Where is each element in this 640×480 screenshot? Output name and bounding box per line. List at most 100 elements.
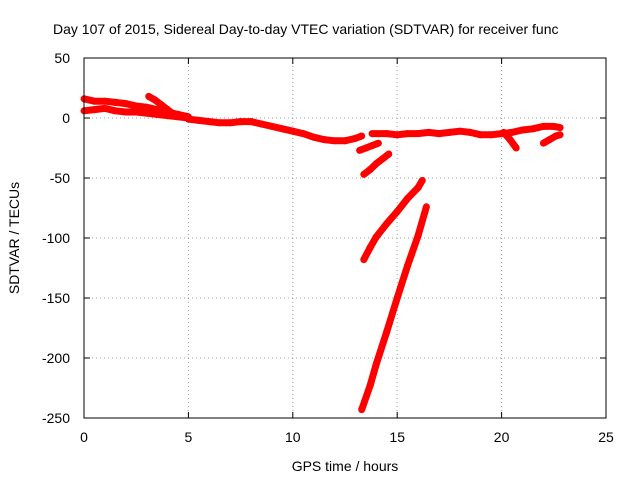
- data-point: [216, 119, 224, 127]
- x-tick-label: 0: [80, 429, 88, 445]
- data-point: [360, 256, 368, 264]
- data-point: [247, 118, 255, 126]
- y-tick-label: 0: [62, 110, 70, 126]
- data-point: [299, 130, 307, 138]
- data-point: [143, 109, 151, 117]
- x-tick-label: 20: [494, 429, 510, 445]
- data-point: [512, 144, 520, 152]
- data-point: [111, 98, 119, 106]
- data-point: [341, 137, 349, 145]
- series-segment: [358, 205, 430, 411]
- y-tick-label: -50: [50, 170, 70, 186]
- data-point: [310, 133, 318, 141]
- data-point: [143, 103, 151, 111]
- data-point: [546, 136, 554, 144]
- data-point: [331, 137, 339, 145]
- y-tick-label: -150: [42, 290, 70, 306]
- data-point: [90, 106, 98, 114]
- data-point: [289, 127, 297, 135]
- x-axis-label: GPS time / hours: [292, 458, 399, 474]
- data-point: [404, 262, 412, 270]
- data-point: [320, 136, 328, 144]
- data-point: [278, 125, 286, 133]
- data-point: [383, 328, 391, 336]
- data-point: [366, 382, 374, 390]
- data-point: [393, 131, 401, 139]
- data-point: [435, 130, 443, 138]
- data-point: [404, 130, 412, 138]
- data-point: [132, 102, 140, 110]
- data-point: [268, 122, 276, 130]
- x-tick-label: 10: [285, 429, 301, 445]
- data-point: [368, 142, 376, 150]
- data-point: [358, 406, 366, 414]
- data-point: [383, 220, 391, 228]
- data-point: [164, 106, 171, 114]
- data-point: [374, 139, 382, 147]
- data-point: [132, 108, 140, 116]
- data-point: [226, 119, 234, 127]
- data-point: [237, 118, 245, 126]
- data-point: [360, 170, 368, 178]
- data-point: [153, 110, 161, 118]
- data-point: [425, 128, 432, 136]
- data-point: [445, 128, 453, 136]
- x-tick-label: 25: [598, 429, 614, 445]
- data-point: [539, 139, 547, 147]
- data-point: [422, 203, 430, 211]
- y-tick-label: -200: [42, 350, 70, 366]
- data-point: [111, 107, 119, 115]
- data-point: [404, 194, 412, 202]
- data-point: [393, 294, 401, 302]
- y-tick-label: 50: [54, 50, 70, 66]
- data-point: [372, 233, 380, 241]
- data-point: [414, 130, 422, 138]
- data-point: [466, 128, 474, 136]
- data-point: [366, 166, 374, 174]
- axis-ticks: [83, 57, 607, 419]
- data-point: [356, 146, 364, 154]
- y-tick-label: -100: [42, 230, 70, 246]
- data-point: [90, 97, 98, 105]
- chart-title: Day 107 of 2015, Sidereal Day-to-day VTE…: [53, 21, 559, 37]
- data-point: [122, 100, 130, 108]
- data-point: [205, 118, 213, 126]
- grid-lines: [84, 58, 606, 418]
- data-point: [539, 122, 547, 130]
- data-point: [529, 125, 537, 133]
- data-point: [372, 160, 380, 168]
- data-point: [519, 126, 526, 134]
- data-point: [358, 132, 366, 140]
- data-point: [556, 124, 564, 132]
- data-point: [550, 122, 558, 130]
- data-point: [456, 127, 464, 135]
- data-point: [145, 92, 153, 100]
- x-tick-labels: 0 5 10 15 20 25: [80, 429, 614, 445]
- data-point: [184, 115, 192, 123]
- data-point: [101, 97, 109, 105]
- data-point: [368, 130, 376, 138]
- y-tick-label: -250: [42, 410, 70, 426]
- data-point: [258, 120, 265, 128]
- data-point: [372, 360, 380, 368]
- data-point: [385, 150, 393, 158]
- data-point: [122, 108, 130, 116]
- data-point: [508, 128, 516, 136]
- data-point: [157, 101, 165, 109]
- data-point: [487, 131, 495, 139]
- data-point: [418, 176, 426, 184]
- data-point: [362, 144, 370, 152]
- y-tick-labels: 50 0 -50 -100 -150 -200 -250: [42, 50, 70, 426]
- x-tick-label: 15: [389, 429, 405, 445]
- x-tick-label: 5: [185, 429, 193, 445]
- data-point: [101, 104, 109, 112]
- data-point: [151, 96, 159, 104]
- data-point: [414, 232, 422, 240]
- data-point: [195, 116, 203, 124]
- data-point: [556, 131, 564, 139]
- series-sdtvar: [80, 92, 564, 414]
- data-point: [506, 136, 514, 144]
- data-point: [366, 244, 374, 252]
- data-point: [170, 110, 178, 118]
